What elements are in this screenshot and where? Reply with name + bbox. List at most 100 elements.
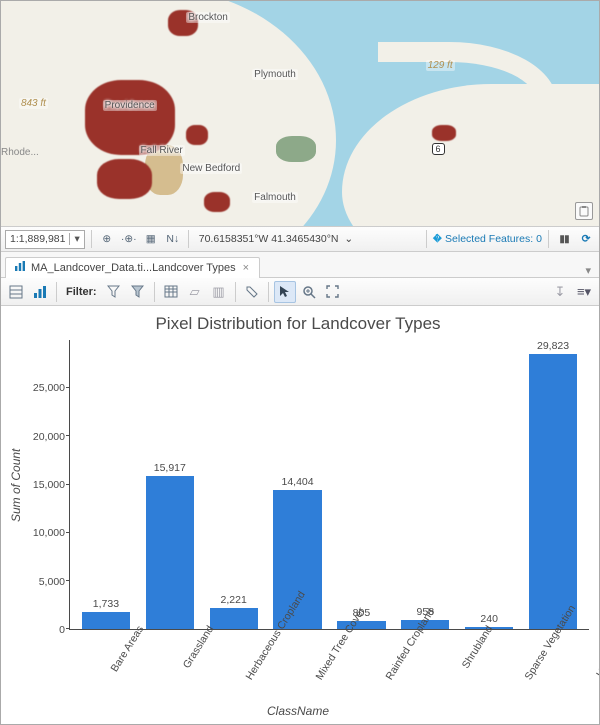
table-icon	[164, 285, 178, 298]
clipboard-icon	[578, 205, 590, 217]
navigate-mode-button[interactable]	[274, 281, 296, 303]
funnel-extent-icon	[131, 285, 144, 298]
chevron-down-icon: ▾	[69, 233, 79, 245]
chart-bars: 1,733 15,917 2,221 14,404805958240 29,823	[70, 340, 589, 629]
chevron-down-icon: ⌄	[344, 233, 353, 245]
bar-sparse-vegetation[interactable]: 240	[461, 340, 517, 629]
map-city-label: Plymouth	[252, 69, 298, 80]
funnel-icon	[107, 285, 120, 298]
x-tick-label: Sparse Vegetation	[519, 622, 600, 711]
map-urban-blotch	[85, 80, 175, 155]
bar-shrubland[interactable]: 958	[397, 340, 453, 629]
tab-close-button[interactable]: ×	[241, 262, 251, 274]
bar-value-label: 29,823	[537, 340, 569, 352]
y-tick	[66, 484, 70, 485]
filter-by-extent-button[interactable]	[127, 281, 149, 303]
tab-landcover-chart[interactable]: MA_Landcover_Data.ti...Landcover Types ×	[5, 257, 260, 278]
separator	[154, 282, 155, 302]
separator	[268, 282, 269, 302]
y-tick	[66, 532, 70, 533]
y-tick-label: 10,000	[33, 527, 65, 539]
selected-features-count: 0	[536, 233, 542, 245]
new-chart-button[interactable]	[29, 281, 51, 303]
y-axis-title: Sum of Count	[7, 340, 25, 630]
coordinate-display[interactable]: 70.6158351°W 41.3465430°N ⌄	[195, 233, 420, 245]
separator	[426, 230, 427, 248]
bar-grassland[interactable]: 15,917	[142, 340, 198, 629]
map-green-patch	[276, 136, 316, 162]
table-view-button[interactable]	[160, 281, 182, 303]
expand-icon	[326, 285, 339, 298]
bar-value-label: 15,917	[154, 462, 186, 474]
separator	[548, 230, 549, 248]
map-urban-blotch	[204, 192, 230, 212]
map-city-label: Fall River	[139, 145, 185, 156]
map-state-label: Rhode...	[1, 147, 39, 158]
map-cape-arm	[378, 42, 557, 143]
chart-tab-bar: MA_Landcover_Data.ti...Landcover Types ×…	[1, 252, 599, 278]
selected-features-display[interactable]: �ު Selected Features: 0	[433, 233, 542, 246]
map-scale-selector[interactable]: 1:1,889,981 ▾	[5, 230, 85, 249]
bar-chart-icon	[33, 285, 47, 299]
clear-icon	[245, 285, 259, 298]
bar-urban-areas[interactable]: 29,823	[525, 340, 581, 629]
y-tick-label: 15,000	[33, 479, 65, 491]
chart-properties-button[interactable]	[5, 281, 27, 303]
map-route-shield: 6	[432, 143, 445, 155]
pause-drawing-button[interactable]: ▮▮	[555, 230, 573, 248]
cursor-icon	[278, 285, 291, 298]
separator	[56, 282, 57, 302]
separator	[91, 230, 92, 248]
bar-mixed-tree-cover[interactable]: 14,404	[269, 340, 325, 629]
tab-label: MA_Landcover_Data.ti...Landcover Types	[31, 262, 236, 274]
tab-menu-button[interactable]: ▾	[581, 264, 595, 277]
separator	[235, 282, 236, 302]
magnifier-icon	[302, 285, 316, 299]
bar-herbaceous-cropland[interactable]: 2,221	[206, 340, 262, 629]
constraints-button[interactable]: ▦	[142, 230, 160, 248]
y-tick-label: 25,000	[33, 382, 65, 394]
bar-bare-areas[interactable]: 1,733	[78, 340, 134, 629]
refresh-button[interactable]: ⟳	[577, 230, 595, 248]
y-tick	[66, 580, 70, 581]
bar-value-label: 2,221	[221, 594, 247, 606]
fixed-zoom-in-button[interactable]: ⊕	[98, 230, 116, 248]
full-extent-button[interactable]	[322, 281, 344, 303]
y-tick	[66, 628, 70, 629]
clear-selection-button[interactable]	[241, 281, 263, 303]
map-view[interactable]: Brockton Plymouth Providence Fall River …	[1, 1, 599, 226]
map-urban-blotch	[432, 125, 456, 141]
map-city-label: New Bedford	[180, 163, 242, 174]
y-tick-label: 20,000	[33, 431, 65, 443]
separator	[188, 230, 189, 248]
filter-by-selection-button[interactable]	[103, 281, 125, 303]
more-options-button[interactable]: ≡▾	[573, 281, 595, 303]
selected-features-label: Selected Features:	[445, 233, 533, 245]
filter-label: Filter:	[62, 286, 101, 298]
zoom-mode-button[interactable]	[298, 281, 320, 303]
chart-title: Pixel Distribution for Landcover Types	[7, 312, 589, 340]
properties-icon	[9, 285, 23, 299]
selection-tool-button[interactable]: ▱	[184, 281, 206, 303]
map-elevation-label: 129 ft	[426, 60, 455, 71]
y-tick	[66, 387, 70, 388]
bar-rect	[146, 476, 194, 629]
map-urban-blotch	[97, 159, 152, 199]
fixed-zoom-out-button[interactable]: ·⊕·	[120, 230, 138, 248]
chart-area: Pixel Distribution for Landcover Types S…	[1, 306, 599, 724]
map-status-bar: 1:1,889,981 ▾ ⊕ ·⊕· ▦ N↓ 70.6158351°W 41…	[1, 226, 599, 252]
chart-plot[interactable]: 1,733 15,917 2,221 14,404805958240 29,823	[69, 340, 589, 630]
chart-toolbar: Filter: ▱ ▥ ↧ ≡▾	[1, 278, 599, 306]
map-attribution-button[interactable]	[575, 202, 593, 220]
export-button[interactable]: ↧	[549, 281, 571, 303]
bar-rect	[82, 612, 130, 629]
switch-selection-button[interactable]: ▥	[208, 281, 230, 303]
selection-icon: �ު	[433, 233, 442, 246]
bar-rainfed-cropland[interactable]: 805	[333, 340, 389, 629]
bar-rect	[529, 354, 577, 629]
map-city-label: Brockton	[186, 12, 229, 23]
snapping-button[interactable]: N↓	[164, 230, 182, 248]
x-axis-spacer	[7, 630, 69, 702]
y-tick-label: 5,000	[39, 576, 65, 588]
map-scale-value: 1:1,889,981	[10, 233, 65, 245]
